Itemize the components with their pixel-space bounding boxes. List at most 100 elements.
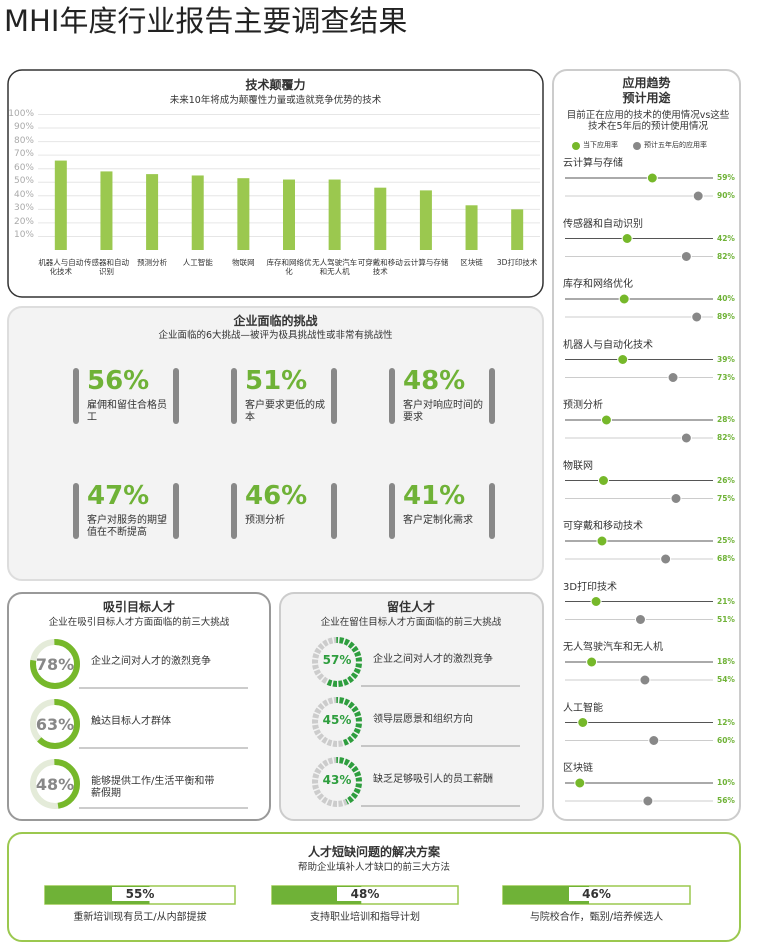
donut-label: 63%	[35, 715, 75, 734]
dot	[590, 596, 602, 607]
item-name: 库存和网络优化	[563, 279, 633, 290]
section-subtitle: 企业面临的6大挑战—被评为极具挑战性或非常有挑战性	[158, 330, 393, 341]
bracket	[173, 368, 179, 424]
donut-text: 企业之间对人才的激烈竞争	[373, 654, 493, 665]
stat-label: 客户要求更低的成本	[245, 400, 325, 423]
value-label: 60%	[717, 735, 735, 745]
donut-label: 43%	[322, 773, 352, 787]
dot	[574, 777, 586, 789]
x-tick-label: 可穿戴和移动技术	[357, 258, 403, 276]
legend-label: 当下应用率	[583, 141, 618, 149]
donut-label: 78%	[35, 655, 75, 674]
stat-label: 客户定制化需求	[403, 515, 473, 526]
section-subtitle: 帮助企业填补人才缺口的前三大方法	[297, 862, 450, 873]
stat-label: 客户对服务的期望值在不断提高	[87, 515, 167, 538]
stat-value: 51%	[245, 366, 308, 396]
value-label: 75%	[717, 493, 735, 503]
bracket	[231, 483, 237, 539]
value-label: 59%	[717, 173, 735, 182]
section-title: 人才短缺问题的解决方案	[307, 845, 440, 859]
section-title: 企业面临的挑战	[233, 314, 318, 328]
description: 目前正在应用的技术的使用情况vs这些技术在5年后的预计使用情况	[566, 110, 730, 133]
value-label: 73%	[717, 372, 735, 382]
donut-label: 57%	[322, 653, 352, 667]
bar	[54, 160, 67, 250]
section-title: 应用趋势	[622, 76, 671, 90]
x-tick-label: 云计算与存储	[403, 258, 449, 267]
bracket	[389, 483, 395, 539]
dot	[621, 233, 633, 244]
section-subtitle: 企业在吸引目标人才方面面临的前三大挑战	[48, 617, 230, 628]
y-tick-label: 100%	[8, 108, 34, 119]
panel	[552, 69, 741, 821]
x-tick-label: 区块链	[460, 258, 483, 267]
value-label: 51%	[717, 614, 735, 624]
donut-text: 领导层愿景和组织方向	[373, 714, 473, 725]
section-subtitle: 未来10年将成为颠覆性力量或造就竞争优势的技术	[169, 95, 382, 106]
bracket	[73, 368, 79, 424]
panel	[7, 306, 544, 581]
x-tick-label: 机器人与自动化技术	[38, 258, 84, 276]
donut-label: 48%	[35, 775, 75, 794]
stat-value: 56%	[87, 366, 150, 396]
value-label: 42%	[717, 233, 735, 243]
legend-dot	[572, 142, 580, 150]
dot	[617, 354, 629, 365]
bar-caption: 与院校合作，甄别/培养候选人	[529, 912, 664, 923]
item-name: 3D打印技术	[563, 581, 618, 593]
section-title: 技术颠覆力	[245, 78, 306, 92]
bracket	[173, 483, 179, 539]
donut-arc	[30, 699, 80, 749]
item-name: 可穿戴和移动技术	[563, 521, 643, 532]
bracket	[331, 483, 337, 539]
legend-dot	[633, 142, 641, 150]
y-tick-label: 70%	[13, 149, 34, 160]
bar	[100, 171, 113, 250]
value-label: 26%	[717, 475, 735, 485]
stat-label: 客户对响应时间的要求	[403, 400, 483, 423]
x-tick-label: 预测分析	[137, 258, 168, 267]
x-tick-label: 物联网	[232, 258, 255, 267]
stat-value: 41%	[403, 481, 466, 511]
dot	[577, 717, 589, 728]
bar	[146, 174, 159, 250]
stat-label: 雇佣和留住合格员工	[87, 400, 167, 423]
section-subtitle: 预计用途	[622, 91, 671, 105]
x-tick-label: 库存和网络优化	[266, 258, 312, 276]
donut-gaps	[311, 756, 363, 808]
value-label: 68%	[717, 554, 735, 563]
value-label: 82%	[717, 433, 735, 442]
x-tick-label: 传感器和自动识别	[83, 258, 129, 276]
dot	[670, 493, 682, 504]
bracket	[231, 368, 237, 424]
donut-label: 45%	[322, 713, 352, 727]
value-label: 56%	[717, 796, 735, 805]
donut-arc	[30, 759, 80, 809]
item-name: 无人驾驶汽车和无人机	[563, 642, 663, 653]
bar	[511, 209, 524, 250]
donut-text: 企业之间对人才的激烈竞争	[91, 656, 211, 667]
y-tick-label: 80%	[13, 135, 34, 146]
dot	[596, 535, 608, 547]
bar	[419, 190, 432, 250]
value-label: 90%	[717, 191, 735, 200]
bar	[237, 178, 250, 250]
dot	[646, 172, 658, 184]
y-tick-label: 10%	[13, 230, 34, 241]
value-label: 12%	[717, 717, 735, 727]
bar-label: 48%	[337, 887, 393, 902]
value-label: 28%	[717, 415, 735, 424]
item-name: 人工智能	[563, 702, 603, 714]
dot	[692, 190, 704, 202]
item-name: 传感器和自动识别	[563, 218, 643, 230]
y-tick-label: 30%	[13, 203, 34, 214]
stat-value: 48%	[403, 366, 466, 396]
y-tick-label: 20%	[13, 216, 34, 227]
bracket	[331, 368, 337, 424]
x-tick-label: 3D打印技术	[496, 258, 538, 267]
dot	[660, 553, 672, 565]
item-name: 物联网	[563, 460, 593, 472]
value-label: 82%	[717, 251, 735, 261]
